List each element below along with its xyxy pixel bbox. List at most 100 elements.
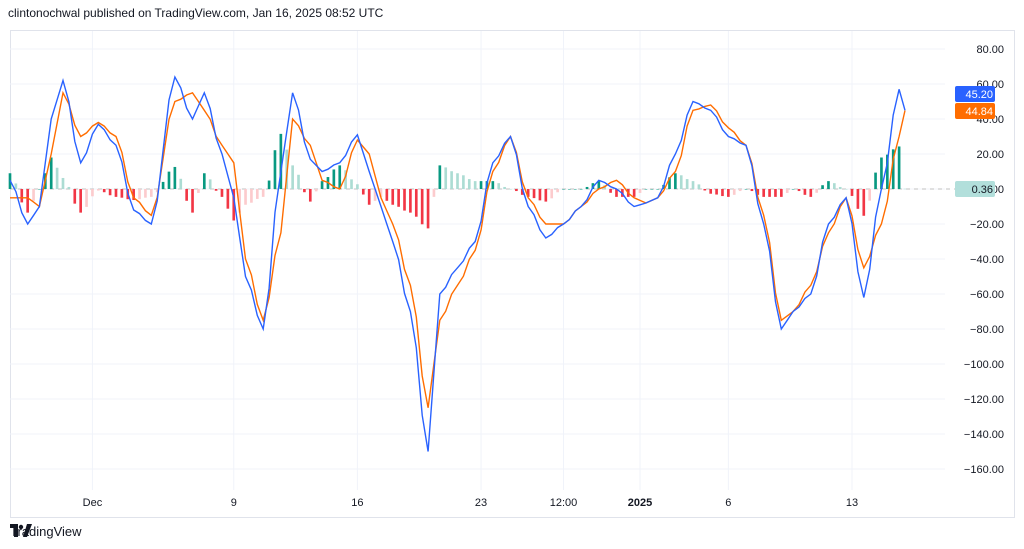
histogram-bar <box>579 189 583 190</box>
histogram-bar <box>438 165 442 189</box>
y-tick-label: −120.00 <box>964 394 1004 406</box>
histogram-bar <box>791 189 795 190</box>
histogram-bar <box>703 189 707 191</box>
histogram-bar <box>255 189 259 199</box>
x-tick-label: 2025 <box>628 497 652 509</box>
histogram-bar <box>856 189 860 209</box>
histogram-bar <box>721 189 724 197</box>
histogram-bar <box>456 173 459 189</box>
histogram-bar <box>685 179 689 189</box>
x-tick-label: 6 <box>725 497 731 509</box>
histogram-bar <box>573 189 577 190</box>
y-tick-label: −160.00 <box>964 464 1004 476</box>
histogram-bar <box>73 189 77 204</box>
histogram-bar <box>179 178 183 189</box>
histogram-bar <box>432 189 436 197</box>
histogram-bar <box>785 189 789 193</box>
x-tick-label: Dec <box>83 497 103 509</box>
histogram-bar <box>727 189 730 197</box>
histogram-bar <box>715 189 718 195</box>
histogram-bar <box>356 184 359 189</box>
histogram-bar <box>344 170 347 189</box>
histogram-bar <box>886 154 889 189</box>
histogram-bar <box>26 189 29 213</box>
x-tick-label: 23 <box>475 497 487 509</box>
histogram-bar <box>762 189 766 197</box>
histogram-bar <box>38 189 41 190</box>
histogram-bar <box>479 181 483 189</box>
histogram-bar <box>503 186 506 189</box>
histogram-bar <box>91 189 94 197</box>
histogram-bar <box>462 175 465 189</box>
histogram-bar <box>414 189 418 217</box>
histogram-bar <box>173 166 177 189</box>
histogram-bar <box>403 189 406 211</box>
histogram-bar <box>320 181 324 189</box>
chart-frame[interactable] <box>10 30 1015 518</box>
histogram-bar <box>226 189 230 209</box>
histogram-bar <box>32 189 35 201</box>
histogram-bar <box>880 157 883 189</box>
histogram-bar <box>556 189 559 193</box>
histogram-bar <box>520 189 524 195</box>
histogram-bar <box>367 189 371 205</box>
histogram-bar <box>55 167 59 189</box>
histogram-bar <box>491 181 495 189</box>
histogram-bar <box>632 189 636 197</box>
tradingview-footer[interactable]: TradingView <box>10 524 82 539</box>
histogram-bar <box>568 189 571 190</box>
histogram-bar <box>897 146 901 189</box>
histogram-bar <box>709 189 713 194</box>
histogram-bar <box>668 177 671 189</box>
histogram-bar <box>744 189 748 190</box>
histogram-bar <box>426 189 430 229</box>
histogram-bar <box>868 189 871 201</box>
last-value-text: 44.84 <box>965 106 993 118</box>
histogram-bar <box>821 185 824 189</box>
histogram-bar <box>338 165 342 189</box>
histogram-bar <box>20 189 24 203</box>
histogram-bar <box>273 150 277 189</box>
macd-line <box>9 75 906 452</box>
grid-lines <box>10 31 945 490</box>
histogram-bar <box>544 189 548 202</box>
histogram-bar <box>473 181 477 189</box>
x-tick-label: 12:00 <box>550 497 578 509</box>
histogram-bar <box>409 189 412 213</box>
histogram-bar <box>420 189 424 225</box>
histogram-bar <box>297 174 300 189</box>
x-tick-label: 13 <box>846 497 858 509</box>
histogram-bar <box>191 189 194 213</box>
histogram-bar <box>220 189 224 197</box>
histogram-bar <box>385 189 389 201</box>
tradingview-logo-icon <box>10 524 32 537</box>
histogram-bar <box>656 189 660 190</box>
histogram-bar <box>738 189 742 192</box>
histogram-bar <box>597 181 601 189</box>
histogram-bars <box>8 133 907 229</box>
histogram-bar <box>149 189 153 197</box>
histogram-bar <box>279 133 283 189</box>
y-tick-label: 80.00 <box>976 44 1004 56</box>
histogram-bar <box>833 183 836 189</box>
last-value-text: 0.36 <box>972 184 993 196</box>
histogram-bar <box>185 189 188 201</box>
histogram-bar <box>267 180 271 189</box>
last-value-badge <box>955 86 995 102</box>
histogram-bar <box>756 189 760 195</box>
histogram-bar <box>638 189 642 193</box>
histogram-bar <box>538 189 542 201</box>
histogram-bar <box>650 189 654 190</box>
histogram-bar <box>214 189 218 191</box>
histogram-bar <box>61 177 65 189</box>
histogram-bar <box>467 179 471 189</box>
histogram-bar <box>261 189 265 197</box>
histogram-bar <box>691 181 695 189</box>
histogram-bar <box>679 175 683 189</box>
histogram-bar <box>815 189 819 193</box>
histogram-bar <box>532 189 536 199</box>
histogram-bar <box>144 189 147 198</box>
histogram-bar <box>697 184 701 189</box>
histogram-bar <box>838 186 842 189</box>
